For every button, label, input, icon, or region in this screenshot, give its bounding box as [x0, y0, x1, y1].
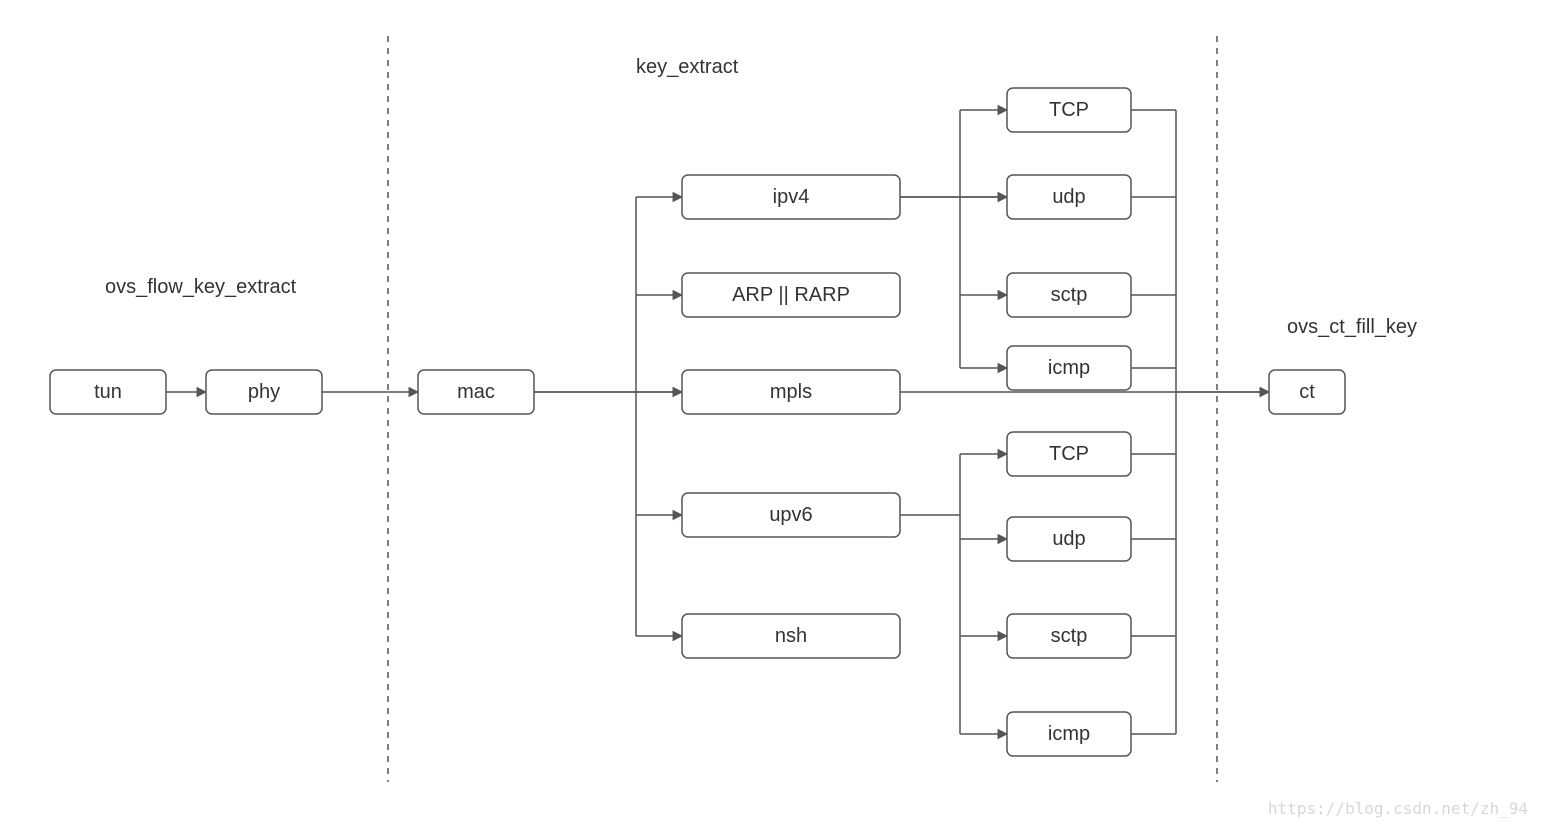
node-label-sctp1: sctp [1051, 284, 1088, 306]
node-label-upv6: upv6 [769, 504, 812, 526]
section-label-mid: key_extract [636, 56, 739, 78]
node-label-icmp2: icmp [1048, 723, 1090, 745]
node-label-icmp1: icmp [1048, 357, 1090, 379]
section-label-left: ovs_flow_key_extract [105, 276, 297, 298]
bus-ipv4_l4 [900, 110, 960, 368]
node-label-ipv4: ipv4 [773, 186, 810, 208]
node-label-nsh: nsh [775, 625, 807, 647]
node-label-ct: ct [1299, 381, 1315, 403]
node-label-tcp2: TCP [1049, 443, 1089, 465]
bus-mac_l3 [534, 197, 636, 636]
node-label-sctp2: sctp [1051, 625, 1088, 647]
node-label-phy: phy [248, 381, 280, 403]
node-label-mpls: mpls [770, 381, 812, 403]
node-label-tcp1: TCP [1049, 99, 1089, 121]
node-label-udp1: udp [1052, 186, 1085, 208]
watermark: https://blog.csdn.net/zh_94 [1268, 799, 1528, 818]
node-label-mac: mac [457, 381, 495, 403]
node-label-arp: ARP || RARP [732, 284, 850, 306]
node-label-udp2: udp [1052, 528, 1085, 550]
section-label-right: ovs_ct_fill_key [1287, 316, 1417, 338]
bus-upv6_l4 [900, 454, 960, 734]
node-label-tun: tun [94, 381, 122, 403]
